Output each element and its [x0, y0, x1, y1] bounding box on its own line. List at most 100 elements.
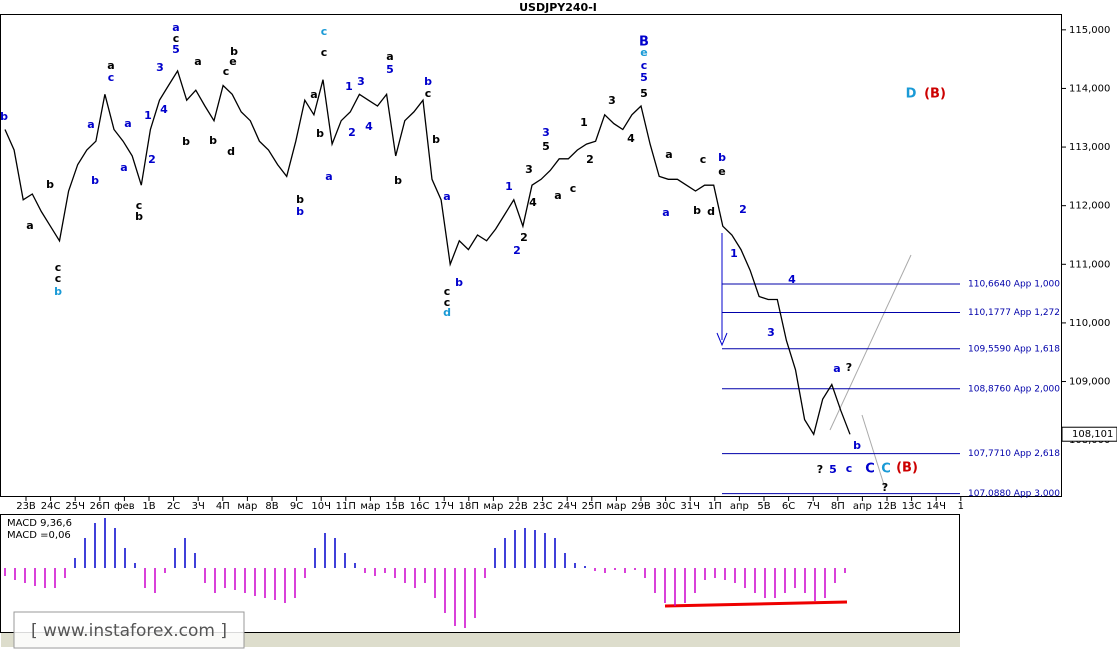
x-tick-label: 26П: [90, 501, 110, 512]
wave-label: 1: [345, 80, 353, 93]
wave-label: 1: [730, 247, 738, 260]
wave-label: C: [865, 462, 875, 477]
x-tick-label: 2С: [167, 501, 180, 512]
x-tick-label: мар: [237, 501, 257, 512]
y-tick-label: 114,000: [1069, 83, 1110, 94]
wave-label: 4: [529, 196, 537, 209]
wave-label: 3: [525, 163, 533, 176]
wave-label: a: [554, 189, 561, 202]
wave-label: 2: [513, 244, 521, 257]
wave-label: (B): [924, 87, 946, 102]
macd-value: MACD =0,06: [7, 530, 71, 541]
x-tick-label: 7Ч: [807, 501, 820, 512]
wave-label: d: [443, 306, 451, 319]
x-tick-label: 25Ч: [65, 501, 85, 512]
x-tick-label: 24Ч: [557, 501, 577, 512]
wave-label: C: [881, 462, 891, 477]
wave-label: b: [0, 110, 8, 123]
x-tick-label: апр: [730, 501, 749, 512]
wave-label: 5: [829, 463, 837, 476]
wave-label: 3: [357, 75, 365, 88]
current-price-label: 108,101: [1072, 429, 1113, 440]
macd-frame: [0, 514, 960, 633]
wave-label: b: [424, 75, 432, 88]
wave-label: ?: [846, 361, 852, 374]
wave-label: a: [107, 59, 114, 72]
x-tick-label: 3Ч: [192, 501, 205, 512]
x-tick-label: 11П: [336, 501, 356, 512]
y-tick-label: 110,000: [1069, 318, 1110, 329]
wave-label: 4: [627, 132, 635, 145]
wave-label: a: [194, 55, 201, 68]
x-tick-label: 14Ч: [926, 501, 946, 512]
wave-label: d: [707, 205, 715, 218]
x-tick-label: 16С: [410, 501, 430, 512]
wave-label: 2: [520, 231, 528, 244]
y-tick-label: 115,000: [1069, 25, 1110, 36]
chart-title: USDJPY240-I: [519, 1, 597, 14]
wave-label: b: [394, 174, 402, 187]
wave-label: b: [46, 178, 54, 191]
wave-label: a: [172, 21, 179, 34]
x-tick-label: 31Ч: [680, 501, 700, 512]
price-line: [4, 69, 851, 436]
wave-label: 2: [739, 203, 747, 216]
wave-label: a: [26, 219, 33, 232]
wave-label: b: [296, 205, 304, 218]
wave-label: b: [296, 193, 304, 206]
x-tick-label: 12В: [877, 501, 897, 512]
wave-label: 3: [767, 326, 775, 339]
x-tick-label: 5В: [757, 501, 770, 512]
wave-label: b: [432, 133, 440, 146]
x-tick-label: 9С: [290, 501, 303, 512]
x-tick-label: 1П: [708, 501, 722, 512]
y-tick-label: 112,000: [1069, 201, 1110, 212]
wave-label: c: [846, 462, 853, 475]
level-label: 110,1777 App 1,272: [968, 308, 1060, 318]
x-tick-label: 24С: [41, 501, 61, 512]
level-label: 107,0880 App 3,000: [968, 489, 1060, 499]
x-tick-label: 29В: [631, 501, 651, 512]
x-tick-label: 13С: [902, 501, 922, 512]
y-tick-label: 109,000: [1069, 377, 1110, 388]
wave-label: 1: [144, 109, 152, 122]
wave-label: a: [87, 118, 94, 131]
wave-label: a: [310, 88, 317, 101]
y-tick-label: 113,000: [1069, 142, 1110, 153]
wave-label: a: [120, 161, 127, 174]
wave-label: b: [135, 210, 143, 223]
y-tick-label: 111,000: [1069, 259, 1110, 270]
wave-label: b: [853, 439, 861, 452]
watermark: [ www.instaforex.com ]: [31, 621, 227, 641]
wave-label: a: [833, 362, 840, 375]
level-label: 110,6640 App 1,000: [968, 279, 1060, 289]
wave-label: D: [906, 87, 917, 102]
wave-label: c: [55, 261, 62, 274]
x-tick-label: мар: [483, 501, 503, 512]
wave-label: 2: [586, 153, 594, 166]
wave-label: B: [639, 35, 649, 50]
x-tick-label: 18П: [459, 501, 479, 512]
x-tick-label: 10Ч: [311, 501, 331, 512]
wave-label: c: [444, 296, 451, 309]
wave-label: 4: [788, 273, 796, 286]
wave-label: b: [230, 45, 238, 58]
wave-label: c: [108, 71, 115, 84]
wave-label: 5: [640, 87, 648, 100]
x-tick-label: 1В: [142, 501, 155, 512]
x-tick-label: 17Ч: [434, 501, 454, 512]
wave-label: 2: [348, 126, 356, 139]
x-tick-label: 8В: [265, 501, 278, 512]
wave-label: d: [227, 145, 235, 158]
wave-label: b: [455, 276, 463, 289]
macd-label: MACD 9,36,6: [7, 518, 72, 529]
wave-arrow-head: [716, 332, 728, 347]
wave-label: 4: [160, 103, 168, 116]
wave-label: ?: [882, 481, 888, 494]
wave-label: 5: [172, 43, 180, 56]
wave-label: b: [91, 174, 99, 187]
x-tick-label: мар: [360, 501, 380, 512]
wave-label: 3: [156, 61, 164, 74]
wave-label: c: [641, 59, 648, 72]
